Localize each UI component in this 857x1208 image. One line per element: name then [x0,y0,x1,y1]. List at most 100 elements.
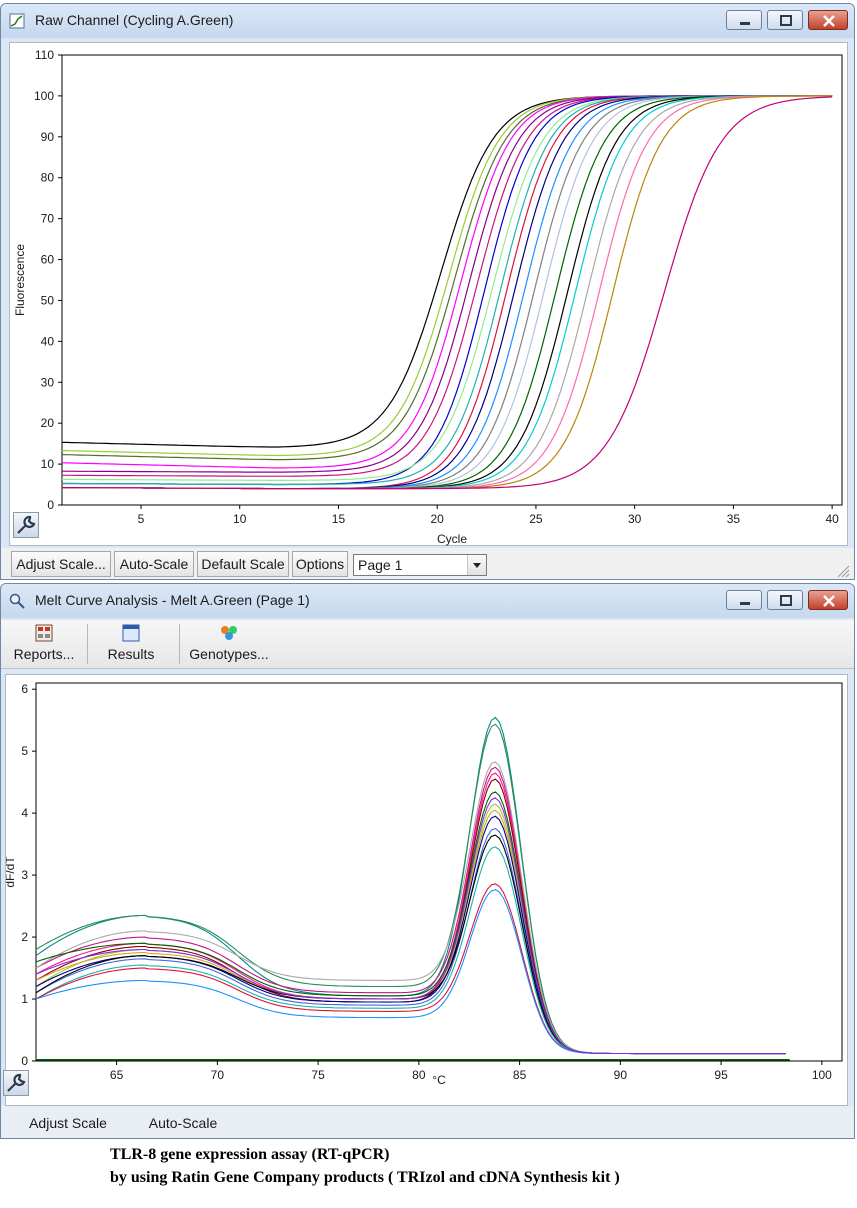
melt-wrench-button[interactable] [3,1070,29,1096]
minimize-icon [740,22,750,25]
raw-channel-window: Raw Channel (Cycling A.Green) 5 10 15 20 25 3… [0,3,855,580]
adjust-scale-button[interactable]: Adjust Scale [29,1115,107,1131]
melt-curve [35,791,786,1055]
maximize-button[interactable] [767,10,803,30]
close-button[interactable] [808,10,848,30]
y-tick-label: 10 [41,457,55,471]
amplification-curve [62,96,833,490]
x-tick-label: 65 [110,1068,124,1082]
close-button[interactable] [808,590,848,610]
x-tick-label: 80 [412,1068,426,1082]
y-tick-label: 1 [21,992,28,1006]
genotypes-label: Genotypes... [189,646,269,662]
y-tick-label: 40 [41,334,55,348]
magnifier-icon [9,593,25,609]
resize-grip-icon[interactable] [836,564,850,578]
amplification-curve [62,95,833,490]
page-select-value: Page 1 [358,557,403,573]
melt-curve-chart: 65 70 75 80 85 90 95 100 0 1 2 3 4 5 6 °C dF/dT [6,682,843,1087]
melt-curve-titlebar: Melt Curve Analysis - Melt A.Green (Page… [1,584,854,618]
x-tick-label: 95 [714,1068,728,1082]
amplification-curve [62,95,833,490]
minimize-button[interactable] [726,10,762,30]
melt-curve [35,815,786,1055]
minimize-button[interactable] [726,590,762,610]
raw-channel-chart: 5 10 15 20 25 30 35 40 0 10 20 30 40 50 60 70 80 90 100 110… [13,48,843,546]
y-tick-label: 60 [41,253,55,267]
amplification-curve [61,95,833,461]
amplification-curve [62,95,833,490]
page-select-arrow[interactable] [467,555,486,575]
page-select[interactable]: Page 1 [353,554,487,576]
wrench-icon [17,515,36,534]
genotypes-icon [221,626,237,640]
x-tick-label: 70 [211,1068,225,1082]
y-tick-label: 70 [41,212,55,226]
results-label: Results [107,646,155,662]
toolbar-separator [179,624,180,664]
adjust-scale-button[interactable]: Adjust Scale... [11,551,111,577]
amplification-curve [62,95,833,481]
melt-toolbar: Reports... Results Genotypes... [1,620,854,669]
raw-button-bar: Adjust Scale... Auto-Scale Default Scale… [1,548,854,579]
y-tick-label: 0 [47,498,54,512]
amplification-curve [62,95,833,490]
x-axis-title: Cycle [437,532,467,546]
x-tick-label: 30 [628,512,642,526]
maximize-icon [780,15,792,26]
raw-wrench-button[interactable] [13,512,39,538]
x-axis-title: °C [432,1073,446,1087]
wrench-icon [7,1073,26,1092]
melt-curve-plot[interactable]: 65 70 75 80 85 90 95 100 0 1 2 3 4 5 6 °C dF/dT [5,674,848,1106]
amplification-curve [62,95,833,486]
plot-area-frame [61,54,843,506]
y-tick-label: 90 [41,130,55,144]
reports-icon [35,624,53,642]
maximize-icon [780,595,792,606]
options-button[interactable]: Options [292,551,348,577]
y-tick-label: 5 [21,744,28,758]
amplification-curve [62,95,833,490]
melt-curve [35,761,786,1055]
x-tick-label: 75 [311,1068,325,1082]
x-tick-label: 10 [233,512,247,526]
auto-scale-button[interactable]: Auto-Scale [114,551,194,577]
default-scale-button[interactable]: Default Scale [197,551,289,577]
y-tick-label: 50 [41,293,55,307]
toolbar-separator [87,624,88,664]
raw-channel-plot[interactable]: 5 10 15 20 25 30 35 40 0 10 20 30 40 50 60 70 80 90 100 110… [9,42,848,546]
amplification-curve [62,95,833,490]
x-tick-label: 5 [138,512,145,526]
reports-button[interactable]: Reports... [5,620,83,666]
y-tick-label: 80 [41,171,55,185]
genotypes-button[interactable]: Genotypes... [184,620,274,666]
auto-scale-button[interactable]: Auto-Scale [148,1115,218,1131]
melt-curve [35,827,786,1055]
close-icon [823,595,835,607]
y-axis-title: dF/dT [6,856,17,888]
results-button[interactable]: Results [93,620,169,666]
reports-label: Reports... [13,646,75,662]
y-tick-label: 20 [41,416,55,430]
melt-curve [35,889,786,1055]
y-tick-label: 0 [21,1054,28,1068]
raw-channel-titlebar: Raw Channel (Cycling A.Green) [1,4,854,38]
x-tick-label: 85 [513,1068,527,1082]
minimize-icon [740,602,750,605]
melt-curve [35,883,786,1055]
y-tick-label: 100 [34,89,54,103]
raw-channel-title: Raw Channel (Cycling A.Green) [35,12,234,28]
plot-area-frame [35,682,843,1062]
amplification-curve [62,95,833,490]
results-icon [122,624,140,642]
amplification-curve [62,95,833,490]
melt-curve-window: Melt Curve Analysis - Melt A.Green (Page… [0,583,855,1139]
melt-curve-title: Melt Curve Analysis - Melt A.Green (Page… [35,592,310,608]
maximize-button[interactable] [767,590,803,610]
melt-button-bar: Adjust Scale Auto-Scale [1,1106,854,1138]
x-tick-label: 40 [825,512,839,526]
y-tick-label: 30 [41,375,55,389]
y-tick-label: 6 [21,682,28,696]
close-icon [823,15,835,27]
amplification-curve [62,95,833,477]
